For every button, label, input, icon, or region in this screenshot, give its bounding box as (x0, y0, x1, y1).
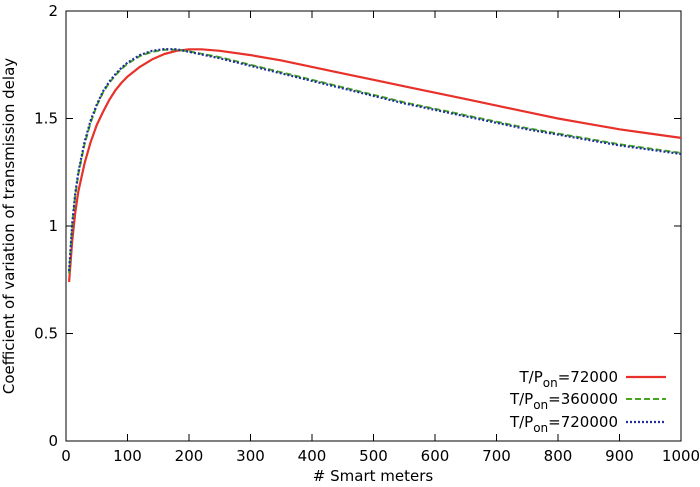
x-tick-label: 500 (359, 447, 388, 465)
legend-label-prefix: T/P (509, 413, 533, 431)
legend-label-subscript: on (543, 376, 558, 390)
x-tick-label: 200 (175, 447, 204, 465)
x-tick-label: 100 (113, 447, 142, 465)
legend-label-prefix: T/P (518, 368, 542, 386)
legend-label-suffix: =72000 (558, 368, 618, 386)
x-tick-label: 300 (236, 447, 265, 465)
x-tick-label: 1000 (662, 447, 700, 465)
x-axis-title: # Smart meters (313, 467, 434, 485)
series-line-2 (68, 47, 682, 272)
legend-label-suffix: =360000 (548, 390, 618, 408)
series-line-1 (68, 48, 682, 274)
y-tick-label: 0.5 (34, 325, 58, 343)
legend-label-subscript: on (533, 421, 548, 435)
legend-label-prefix: T/P (509, 390, 533, 408)
y-tick-label: 1 (48, 217, 58, 235)
legend-label-0: T/Pon=72000 (518, 368, 618, 390)
axis-ticks: 0 100 200 300 400 500 600 700 800 900 1000 0 0.5 1 1.5… (34, 2, 700, 465)
legend-label-subscript: on (533, 398, 548, 412)
legend-label-1: T/Pon=360000 (509, 390, 618, 412)
x-tick-label: 800 (544, 447, 573, 465)
x-tick-label: 700 (482, 447, 511, 465)
series-line-0 (68, 48, 682, 282)
y-tick-label: 1.5 (34, 110, 58, 128)
y-tick-label: 2 (48, 2, 58, 20)
legend-label-suffix: =720000 (548, 413, 618, 431)
x-tick-label: 600 (421, 447, 450, 465)
x-tick-label: 400 (298, 447, 327, 465)
series-layer (68, 47, 682, 282)
x-tick-label: 900 (605, 447, 634, 465)
y-tick-label: 0 (48, 432, 58, 450)
x-tick-label: 0 (61, 447, 71, 465)
legend-label-2: T/Pon=720000 (509, 413, 618, 435)
y-axis-title: Coefficient of variation of transmission… (0, 58, 18, 394)
